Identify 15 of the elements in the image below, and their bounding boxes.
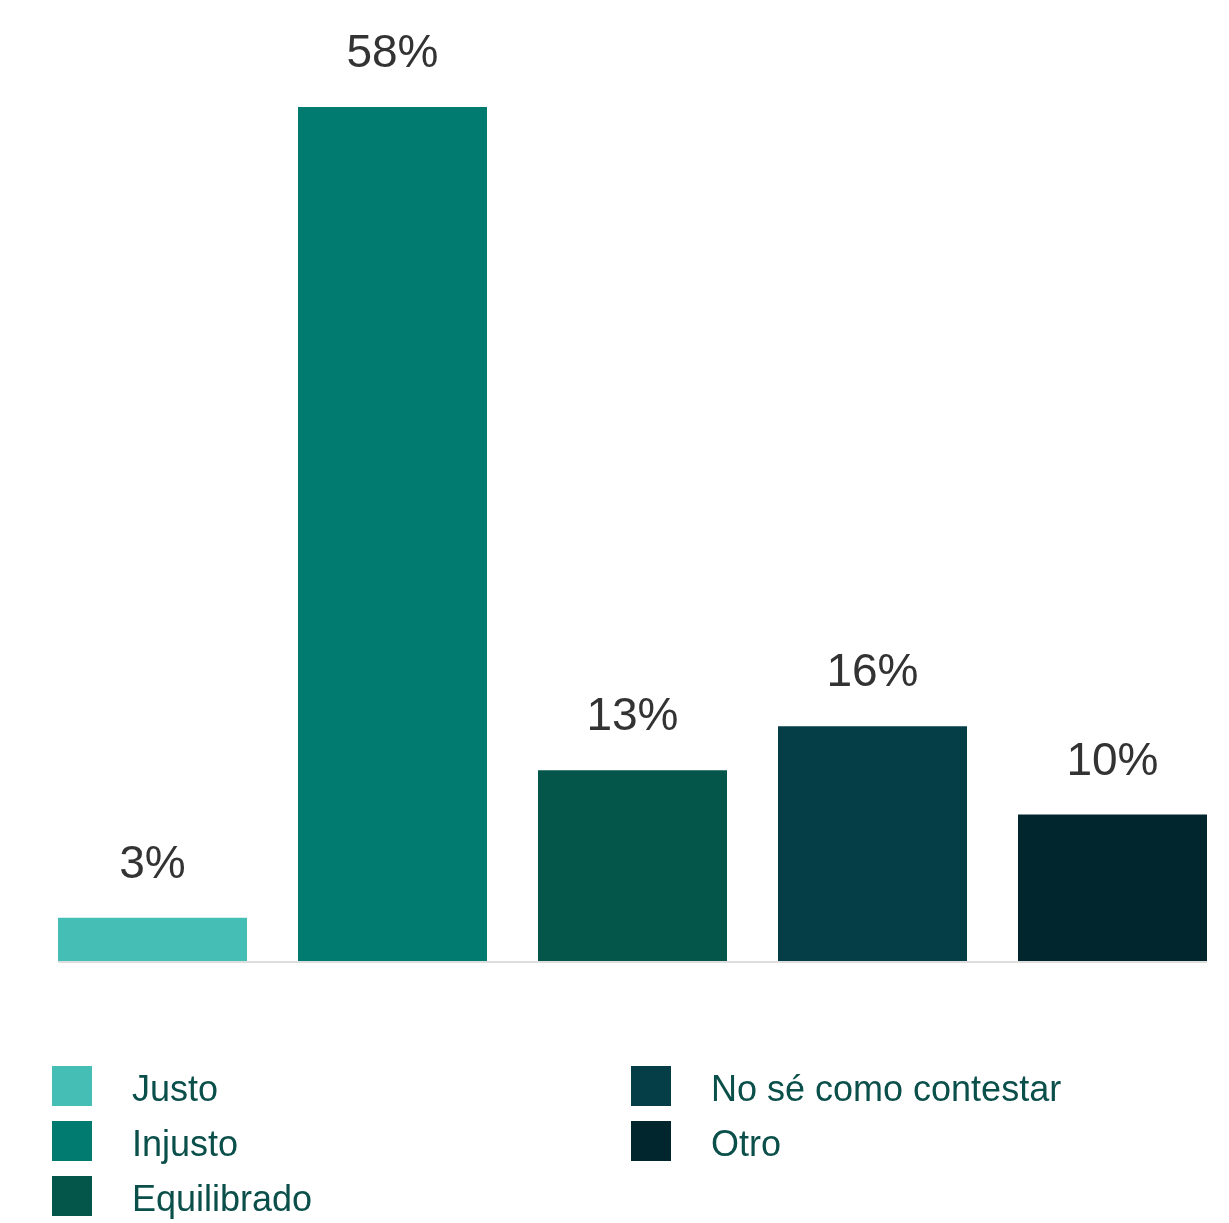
bar: [538, 770, 727, 962]
data-label: 16%: [826, 644, 919, 697]
bar: [778, 726, 967, 962]
legend-label: No sé como contestar: [711, 1066, 1062, 1111]
data-label: 10%: [1066, 732, 1159, 785]
legend-label: Injusto: [132, 1121, 239, 1166]
data-label: 3%: [119, 835, 186, 888]
legend-label: Equilibrado: [132, 1176, 313, 1221]
legend-label: Justo: [132, 1066, 219, 1111]
legend-label: Otro: [711, 1121, 782, 1166]
data-label: 58%: [346, 25, 439, 77]
bar: [58, 917, 247, 962]
bar: [298, 107, 487, 962]
data-label: 13%: [586, 688, 679, 741]
bar: [1018, 814, 1207, 962]
